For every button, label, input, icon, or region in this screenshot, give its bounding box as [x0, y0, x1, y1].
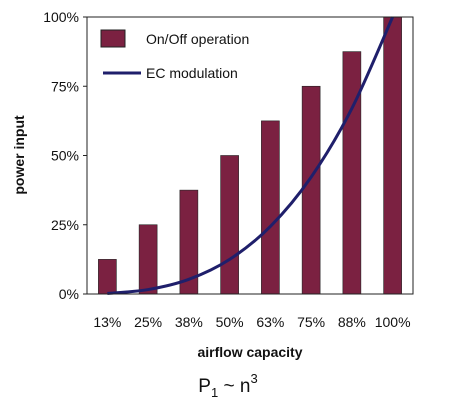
- legend: On/Off operation EC modulation: [100, 29, 249, 81]
- x-axis-title: airflow capacity: [197, 344, 302, 360]
- x-tick-label: 88%: [338, 314, 366, 330]
- x-tick-label: 50%: [216, 314, 244, 330]
- bar-series: [98, 16, 402, 295]
- y-tick-label: 100%: [43, 9, 79, 25]
- formula-subscript: 1: [211, 385, 218, 400]
- y-tick-label: 75%: [51, 78, 79, 94]
- x-tick-label: 38%: [175, 314, 203, 330]
- y-tick-label: 0%: [59, 286, 79, 302]
- y-axis-title: power input: [11, 115, 27, 195]
- formula-superscript: 3: [250, 371, 257, 386]
- bar-50pct: [220, 155, 239, 295]
- legend-label-ec: EC modulation: [146, 65, 238, 81]
- bar-63pct: [261, 120, 280, 295]
- x-tick-label: 63%: [256, 314, 284, 330]
- x-axis-ticks: 13% 25% 38% 50% 63% 75% 88% 100%: [93, 314, 410, 330]
- ec-modulation-line: [107, 16, 394, 295]
- bar-25pct: [138, 224, 158, 295]
- bar-13pct: [98, 259, 117, 295]
- x-tick-label: 100%: [375, 314, 411, 330]
- bar-75pct: [301, 85, 321, 295]
- plot-area-frame: [86, 16, 414, 295]
- power-law-formula: P1 ~ n3: [198, 371, 257, 400]
- x-tick-label: 75%: [297, 314, 325, 330]
- legend-label-onoff: On/Off operation: [146, 31, 249, 47]
- y-tick-label: 25%: [51, 217, 79, 233]
- bar-88pct: [342, 51, 362, 295]
- y-tick-label: 50%: [51, 148, 79, 164]
- x-tick-label: 25%: [134, 314, 162, 330]
- y-axis-ticks: 0% 25% 50% 75% 100%: [43, 9, 87, 302]
- bar-100pct: [383, 16, 402, 295]
- legend-swatch-onoff: [100, 29, 126, 48]
- formula-rest: ~ n: [218, 376, 250, 397]
- x-tick-label: 13%: [93, 314, 121, 330]
- formula-base: P: [198, 376, 211, 397]
